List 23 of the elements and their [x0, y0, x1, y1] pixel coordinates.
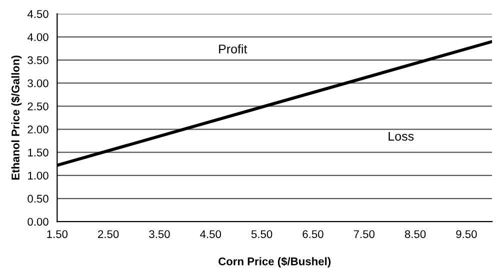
annotation: Profit — [219, 44, 248, 54]
y-tick-label: 4.00 — [27, 33, 48, 42]
x-tick-label: 2.50 — [98, 230, 119, 238]
x-tick-label: 9.50 — [456, 230, 477, 238]
y-tick-label: 0.00 — [28, 218, 48, 226]
x-tick-label: 6.50 — [302, 230, 324, 238]
x-tick-label: 1.50 — [47, 230, 68, 238]
x-tick-label: 4.50 — [200, 230, 222, 238]
y-tick-label: 2.00 — [28, 126, 48, 134]
x-tick-label: 8.50 — [404, 230, 426, 238]
y-tick-label: 4.50 — [27, 10, 48, 18]
y-tick-label: 3.00 — [28, 79, 48, 88]
x-tick-label: 7.50 — [354, 230, 375, 238]
y-tick-label: 2.50 — [28, 102, 48, 110]
annotation: Loss — [388, 132, 414, 141]
x-tick-label: 5.50 — [251, 230, 272, 238]
y-tick-label: 0.50 — [28, 194, 48, 203]
x-axis-title: Corn Price ($/Bushel) — [218, 256, 331, 268]
y-tick-label: 1.00 — [28, 172, 48, 180]
x-tick-label: 3.50 — [149, 230, 170, 238]
y-tick-label: 1.50 — [28, 148, 48, 156]
y-tick-label: 3.50 — [28, 56, 48, 64]
y-axis-title: Ethanol Price ($/Gallon) — [11, 56, 22, 180]
